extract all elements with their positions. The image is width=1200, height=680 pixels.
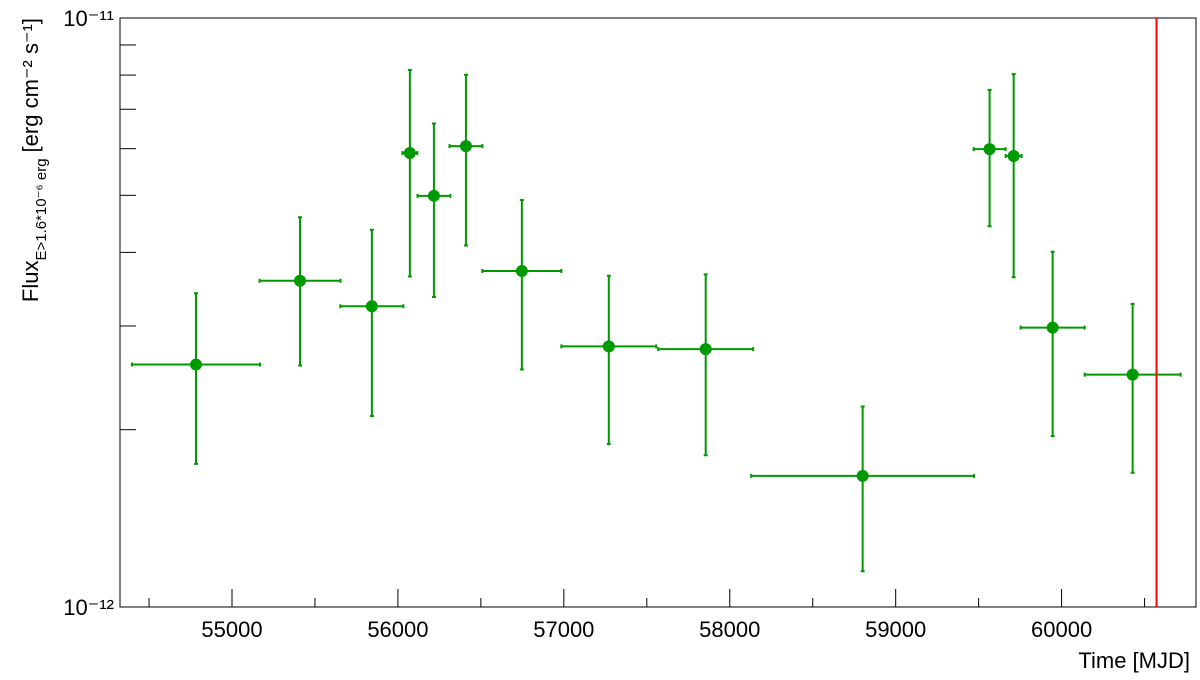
y-axis-label: FluxE>1.6*10⁻⁶ erg [erg cm⁻² s⁻¹] bbox=[18, 18, 50, 302]
error-bar-y bbox=[987, 88, 992, 228]
error-bar-y bbox=[369, 228, 374, 417]
data-point bbox=[1046, 321, 1059, 334]
data-point bbox=[983, 143, 996, 156]
x-axis-label: Time [MJD] bbox=[1078, 648, 1190, 673]
data-point bbox=[365, 300, 378, 313]
data-point bbox=[602, 340, 615, 353]
data-point bbox=[427, 189, 440, 202]
data-point bbox=[189, 358, 202, 371]
x-tick-label: 59000 bbox=[865, 617, 926, 642]
error-bar-y bbox=[431, 122, 436, 298]
x-tick-label: 55000 bbox=[201, 617, 262, 642]
y-label-main: Flux bbox=[18, 261, 43, 303]
error-bar-y bbox=[1011, 73, 1016, 279]
x-tick-label: 58000 bbox=[699, 617, 760, 642]
error-bar-y bbox=[407, 69, 412, 278]
error-bar-y bbox=[606, 274, 611, 446]
y-tick-label: 10⁻¹¹ bbox=[63, 6, 114, 31]
error-bar-y bbox=[860, 405, 865, 573]
data-point bbox=[1126, 368, 1139, 381]
data-point bbox=[515, 264, 528, 277]
data-point bbox=[459, 140, 472, 153]
x-tick-label: 56000 bbox=[367, 617, 428, 642]
error-bar-y bbox=[519, 198, 524, 371]
plot-frame bbox=[119, 17, 1197, 608]
data-point bbox=[403, 146, 416, 159]
data-point bbox=[294, 274, 307, 287]
y-label-subscript: E>1.6*10⁻⁶ erg bbox=[33, 158, 50, 260]
error-bar-y bbox=[703, 273, 708, 457]
x-tick-label: 60000 bbox=[1031, 617, 1092, 642]
data-point bbox=[856, 469, 869, 482]
error-bar-y bbox=[298, 216, 303, 367]
error-bar-y bbox=[1130, 302, 1135, 474]
error-bar-y bbox=[193, 292, 198, 465]
data-point bbox=[1007, 150, 1020, 163]
x-tick-label: 57000 bbox=[533, 617, 594, 642]
data-point bbox=[699, 343, 712, 356]
y-label-unit: [erg cm⁻² s⁻¹] bbox=[18, 18, 43, 152]
error-bar-y bbox=[1050, 250, 1055, 438]
y-tick-label: 10⁻¹² bbox=[63, 595, 114, 620]
error-bar-y bbox=[463, 73, 468, 247]
